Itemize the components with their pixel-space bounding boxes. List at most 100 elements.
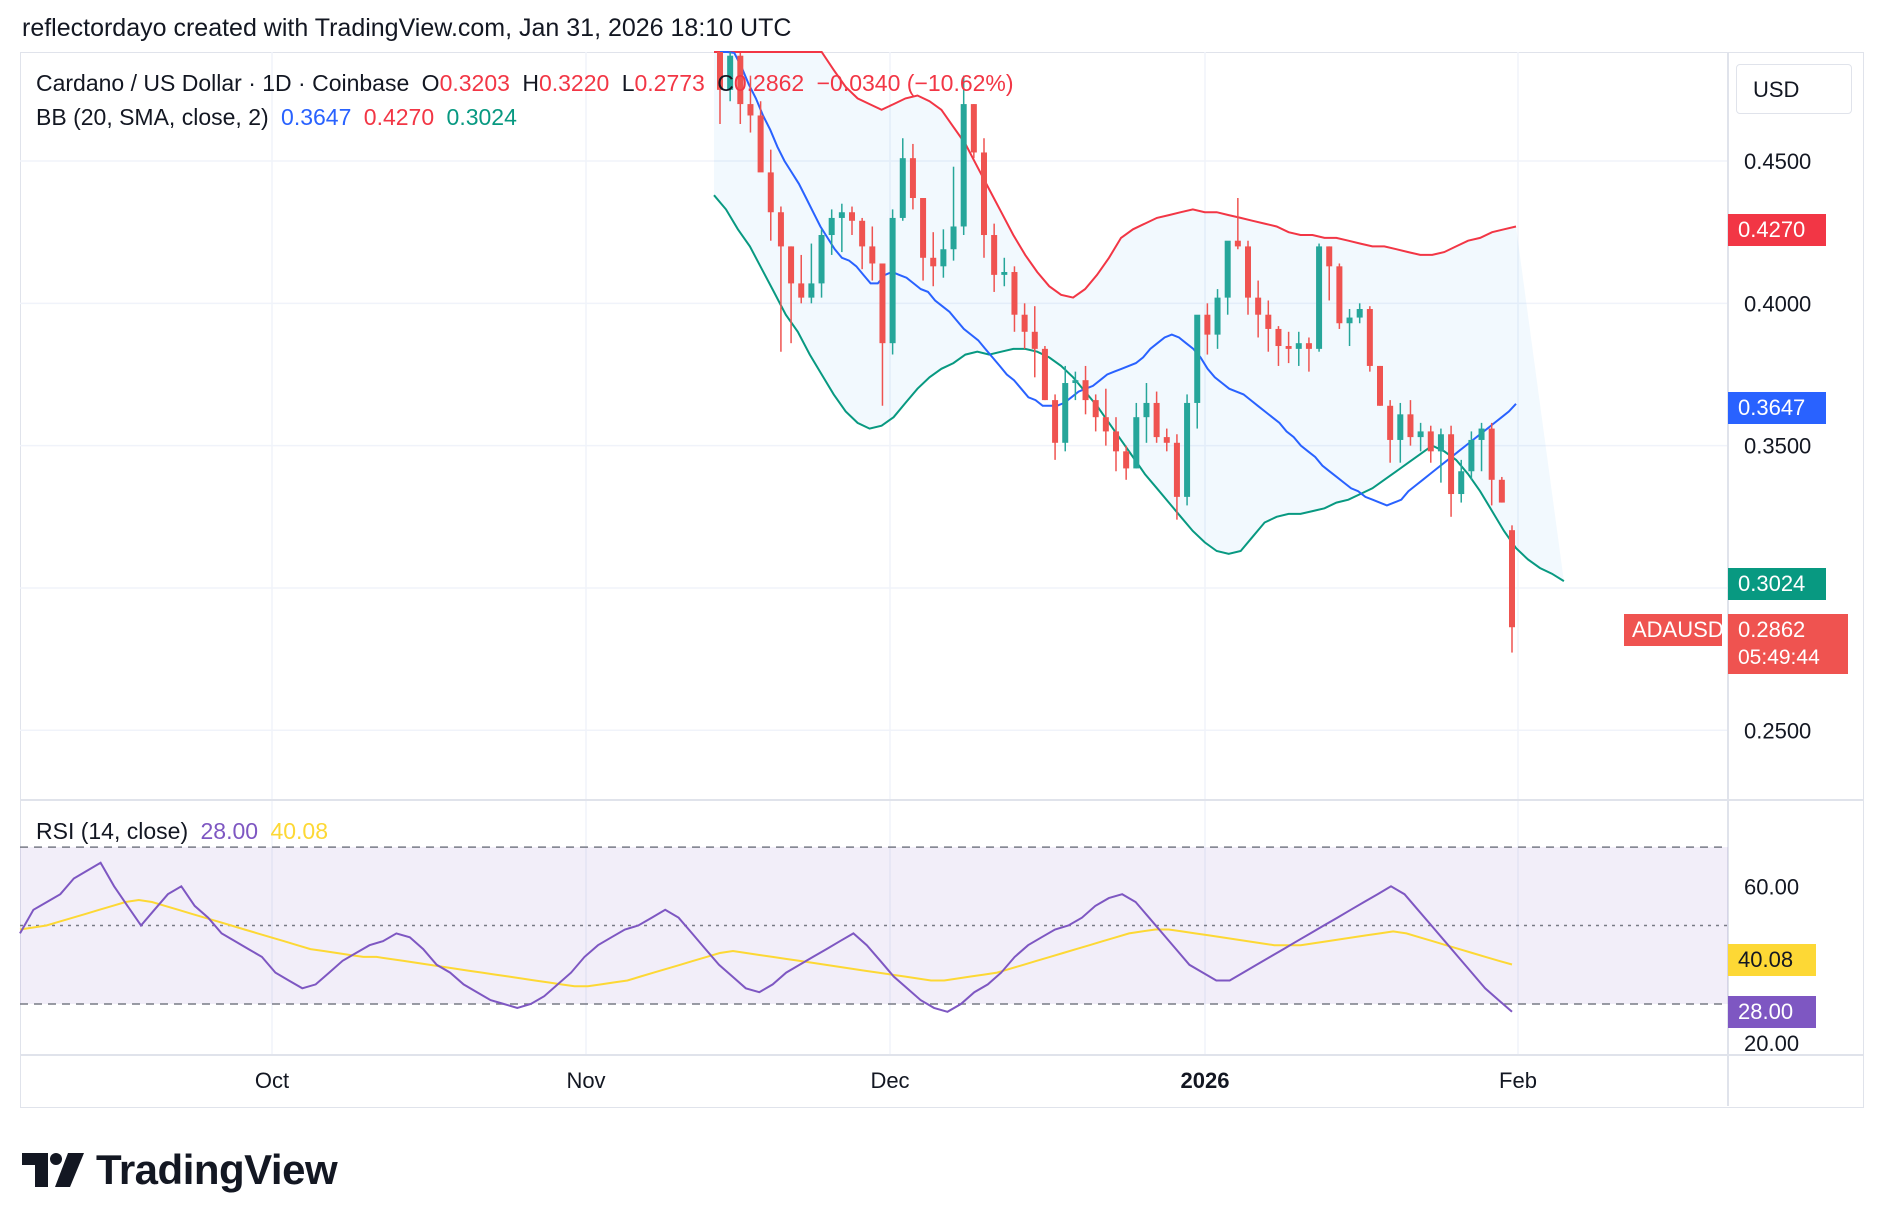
candlestick xyxy=(899,138,906,221)
candle-body xyxy=(1356,309,1363,318)
bb-basis-value: 0.3647 xyxy=(281,104,352,130)
bb-basis-price-tag: 0.3647 xyxy=(1728,392,1826,424)
candlestick xyxy=(767,149,774,241)
open-value: 0.3203 xyxy=(439,70,510,96)
chart-frame[interactable] xyxy=(20,52,1864,1108)
candle-body xyxy=(1295,343,1302,349)
candlestick xyxy=(1072,371,1079,401)
close-label: C xyxy=(717,70,734,96)
candle-body xyxy=(1509,530,1515,628)
candle-body xyxy=(1407,414,1414,438)
candlestick-layer xyxy=(717,52,1515,653)
rsi-line xyxy=(19,861,1513,1013)
candle-body xyxy=(1204,314,1211,335)
rsi-label: RSI (14, close) xyxy=(36,818,189,844)
rsi-ma-value: 40.08 xyxy=(270,818,329,844)
candlestick xyxy=(1021,303,1028,349)
candle-body xyxy=(1458,471,1465,495)
bb-lower-value: 0.3024 xyxy=(446,104,517,130)
candlestick xyxy=(909,143,916,210)
x-tick-label: Feb xyxy=(1499,1068,1537,1093)
candlestick xyxy=(879,263,886,406)
candle-body xyxy=(757,115,764,173)
rsi-ma-line xyxy=(19,898,1513,988)
candlestick xyxy=(991,223,998,292)
candlestick xyxy=(1143,383,1150,443)
currency-button[interactable]: USD xyxy=(1736,64,1852,114)
candle-body xyxy=(798,283,805,298)
candle-body xyxy=(1072,380,1079,384)
candlestick xyxy=(1123,445,1130,480)
brand-name: TradingView xyxy=(96,1146,338,1193)
close-value: 0.2862 xyxy=(733,70,805,96)
candlestick xyxy=(1285,331,1292,364)
candlestick xyxy=(1224,240,1231,315)
candle-body xyxy=(970,104,977,153)
candle-body xyxy=(1397,414,1404,440)
candlestick xyxy=(849,206,855,236)
symbol-name: Cardano / US Dollar · 1D · Coinbase xyxy=(36,70,410,96)
candle-body xyxy=(788,246,795,284)
candle-body xyxy=(1245,246,1251,298)
last-price-tag: 0.2862 05:49:44 xyxy=(1728,614,1848,674)
candle-body xyxy=(1326,246,1333,267)
y-tick-label: 0.4500 xyxy=(1744,149,1811,174)
x-tick-label: Oct xyxy=(255,1068,289,1093)
candlestick xyxy=(1092,394,1099,432)
candlestick xyxy=(1336,263,1343,329)
candlestick xyxy=(930,232,937,287)
candle-body xyxy=(1092,400,1099,418)
candle-body xyxy=(1021,314,1028,332)
candle-body xyxy=(1052,400,1059,443)
candle-body xyxy=(940,249,947,267)
candlestick xyxy=(1427,425,1434,463)
candlestick xyxy=(1326,246,1333,301)
candlestick xyxy=(747,75,754,133)
candle-body xyxy=(981,152,987,236)
y-tick-label: 0.4000 xyxy=(1744,291,1811,316)
bollinger-band-fill xyxy=(714,52,1564,582)
rsi-price-tag: 28.00 xyxy=(1728,996,1816,1028)
x-tick-label: Nov xyxy=(566,1068,605,1093)
candle-body xyxy=(849,212,855,221)
candle-body xyxy=(808,283,815,298)
candle-body xyxy=(1062,383,1069,443)
candle-body xyxy=(717,52,723,90)
candlestick xyxy=(970,104,977,159)
candlestick xyxy=(1468,431,1475,480)
candlestick xyxy=(1407,400,1414,446)
candle-body xyxy=(727,55,734,90)
tradingview-logo[interactable]: TradingView xyxy=(22,1146,338,1193)
candlestick xyxy=(1234,198,1241,250)
candlestick xyxy=(1387,400,1394,463)
candle-body xyxy=(1316,246,1323,349)
axis-layer: Oct Nov Dec 2026 Feb 0.4500 0.4000 0.3500 0.2500… xyxy=(255,149,1811,1093)
candle-body xyxy=(1275,328,1282,347)
candlestick xyxy=(1031,306,1038,378)
candle-body xyxy=(1366,309,1373,366)
candlestick xyxy=(869,226,876,281)
candle-body xyxy=(818,235,825,284)
candlestick xyxy=(1133,402,1140,469)
candle-body xyxy=(747,104,754,116)
candlestick xyxy=(1265,300,1272,352)
candlestick xyxy=(950,166,957,261)
candlestick xyxy=(788,246,795,344)
x-tick-label: Dec xyxy=(870,1068,909,1093)
candle-body xyxy=(859,220,866,247)
candlestick xyxy=(737,52,744,125)
candle-body xyxy=(1031,331,1038,349)
candle-body xyxy=(1194,314,1201,403)
bb-label: BB (20, SMA, close, 2) xyxy=(36,104,269,130)
candlestick xyxy=(1153,391,1160,443)
candlestick xyxy=(859,217,866,270)
symbol-price-tag: ADAUSD xyxy=(1624,614,1724,646)
candle-body xyxy=(1184,402,1191,497)
last-price-value: 0.2862 xyxy=(1738,617,1806,642)
candlestick xyxy=(828,209,835,255)
candlestick xyxy=(1366,306,1373,372)
candlestick xyxy=(1163,428,1170,452)
candlestick xyxy=(1417,422,1424,452)
candle-body xyxy=(1163,437,1170,443)
